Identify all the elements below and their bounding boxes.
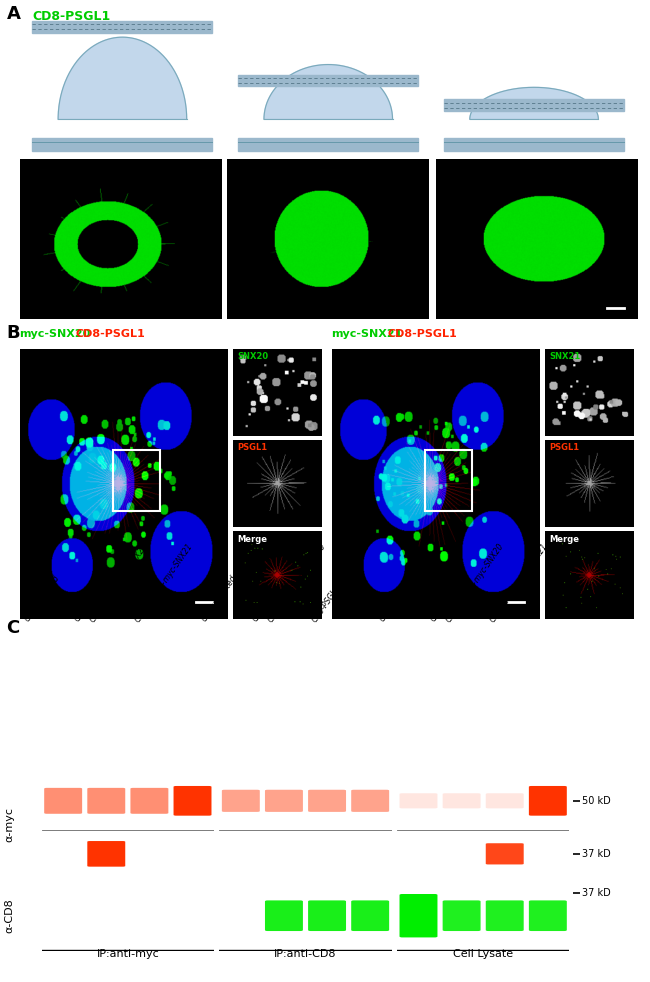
FancyBboxPatch shape	[44, 788, 82, 814]
Text: CD8-PSGL1: CD8-PSGL1	[387, 329, 457, 339]
Text: CD8-PSGL1: CD8-PSGL1	[75, 329, 145, 339]
Polygon shape	[58, 37, 187, 119]
FancyBboxPatch shape	[222, 790, 260, 812]
Text: CD8-PSGL1+myc-SNX21: CD8-PSGL1+myc-SNX21	[311, 541, 372, 624]
Bar	[444, 99, 624, 111]
Text: CD8-PSGL1+myc-SNX20: CD8-PSGL1+myc-SNX20	[444, 541, 506, 624]
Text: Cell Lysate: Cell Lysate	[453, 950, 514, 959]
Text: Untransfected: Untransfected	[378, 573, 417, 624]
Text: CD8-PSGL1+myc-SNX20: CD8-PSGL1+myc-SNX20	[266, 541, 328, 624]
Text: CD8-PSGL1+myc-SNX20: CD8-PSGL1+myc-SNX20	[88, 541, 150, 624]
FancyBboxPatch shape	[174, 786, 211, 816]
Bar	[113, 450, 160, 511]
Text: PSGL1: PSGL1	[549, 444, 579, 453]
Text: IP:anti-CD8: IP:anti-CD8	[274, 950, 337, 959]
FancyBboxPatch shape	[400, 894, 437, 938]
Polygon shape	[470, 87, 599, 119]
Text: C: C	[6, 619, 20, 636]
FancyBboxPatch shape	[486, 900, 524, 931]
Text: myc-SNX21: myc-SNX21	[332, 329, 403, 339]
FancyBboxPatch shape	[529, 900, 567, 931]
FancyBboxPatch shape	[265, 790, 303, 812]
Text: Merge: Merge	[549, 535, 579, 544]
Bar	[425, 450, 472, 511]
Bar	[239, 75, 418, 86]
Text: myc-SNX20: myc-SNX20	[20, 329, 91, 339]
Text: α-CD8: α-CD8	[5, 899, 15, 933]
Text: CD8-PSGL1: CD8-PSGL1	[32, 10, 110, 23]
Polygon shape	[264, 65, 393, 119]
Text: PSGL1: PSGL1	[237, 444, 267, 453]
FancyBboxPatch shape	[351, 900, 389, 931]
Text: A: A	[6, 5, 20, 23]
FancyBboxPatch shape	[351, 790, 389, 812]
FancyBboxPatch shape	[529, 786, 567, 816]
Text: CD8-PSGL1: CD8-PSGL1	[251, 583, 283, 624]
FancyBboxPatch shape	[308, 900, 346, 931]
Text: CD8-PSGL1: CD8-PSGL1	[73, 583, 105, 624]
FancyBboxPatch shape	[265, 900, 303, 931]
FancyBboxPatch shape	[443, 900, 480, 931]
Text: B: B	[6, 324, 20, 342]
Bar	[32, 21, 213, 32]
FancyBboxPatch shape	[443, 793, 480, 808]
Bar	[239, 137, 418, 151]
Bar	[444, 137, 624, 151]
Text: 37 kD: 37 kD	[582, 889, 610, 899]
FancyBboxPatch shape	[131, 788, 168, 814]
Text: IP:anti-myc: IP:anti-myc	[96, 950, 159, 959]
FancyBboxPatch shape	[87, 788, 125, 814]
Bar	[32, 137, 213, 151]
FancyBboxPatch shape	[308, 790, 346, 812]
FancyBboxPatch shape	[486, 844, 524, 864]
Text: CD8-PSGL1+myc-SNX21: CD8-PSGL1+myc-SNX21	[488, 541, 550, 624]
FancyBboxPatch shape	[400, 793, 437, 808]
FancyBboxPatch shape	[87, 841, 125, 867]
Text: CD8-PSGL1+myc-SNX21: CD8-PSGL1+myc-SNX21	[133, 541, 194, 624]
Text: Untransfected: Untransfected	[23, 573, 61, 624]
Text: SNX21: SNX21	[549, 353, 580, 361]
Text: 50 kD: 50 kD	[582, 795, 610, 806]
Text: CD8-PSGL1: CD8-PSGL1	[429, 583, 461, 624]
Text: 37 kD: 37 kD	[582, 848, 610, 859]
Text: Untransfected: Untransfected	[200, 573, 239, 624]
Text: Merge: Merge	[237, 535, 267, 544]
Text: SNX20: SNX20	[237, 353, 268, 361]
FancyBboxPatch shape	[486, 793, 524, 808]
Text: α-myc: α-myc	[5, 807, 15, 843]
